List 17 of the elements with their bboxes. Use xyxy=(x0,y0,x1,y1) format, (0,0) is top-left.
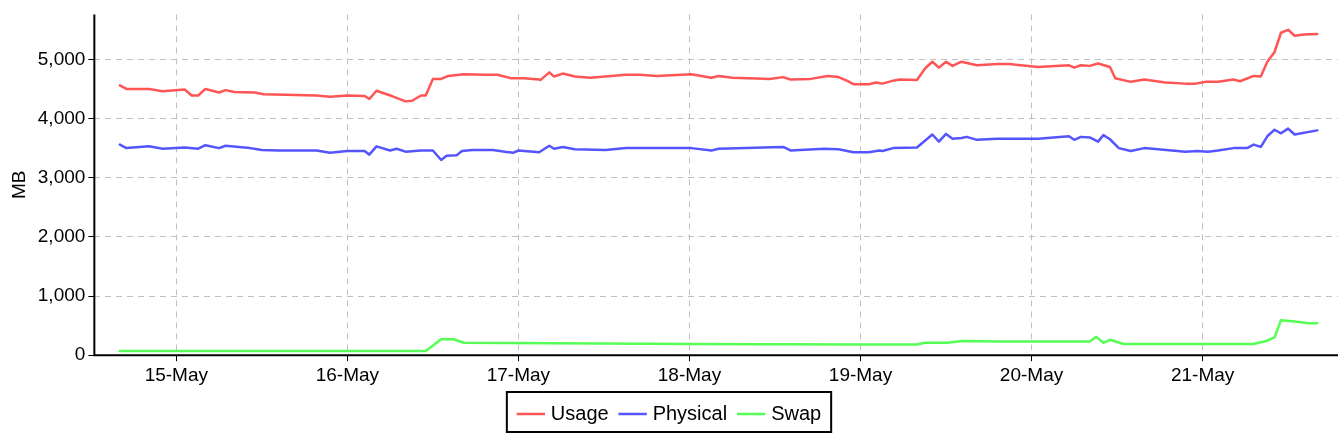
y-axis-title: MB xyxy=(7,170,29,200)
y-tick-label: 2,000 xyxy=(37,225,86,247)
y-tick-label: 1,000 xyxy=(37,284,86,306)
y-tick-label: 0 xyxy=(74,343,86,365)
legend-label: Usage xyxy=(550,401,609,424)
y-tick-label: 4,000 xyxy=(37,106,86,128)
x-tick-label: 18-May xyxy=(657,363,722,385)
x-tick-label: 17-May xyxy=(486,363,551,385)
legend-label: Physical xyxy=(652,401,728,424)
x-tick-label: 19-May xyxy=(828,363,893,385)
x-tick-label: 20-May xyxy=(999,363,1064,385)
x-tick-label: 21-May xyxy=(1170,363,1235,385)
y-tick-label: 3,000 xyxy=(37,165,86,187)
legend-label: Swap xyxy=(771,401,822,424)
x-tick-label: 15-May xyxy=(144,363,209,385)
x-tick-label: 16-May xyxy=(315,363,380,385)
y-tick-label: 5,000 xyxy=(37,47,86,69)
